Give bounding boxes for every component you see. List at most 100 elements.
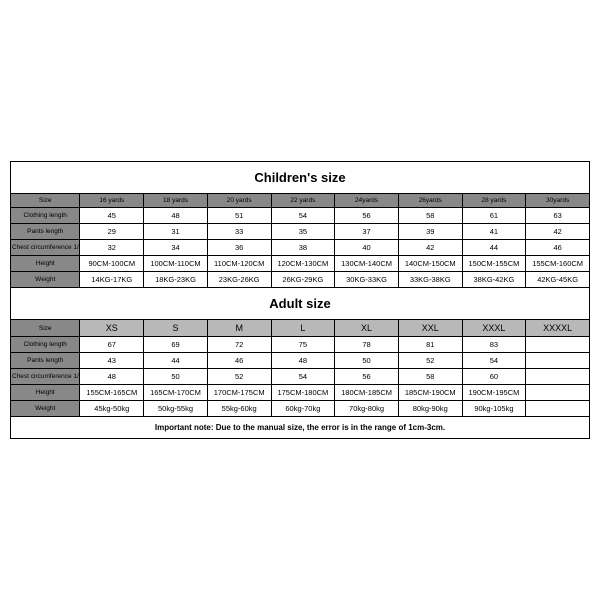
cell: 32 bbox=[80, 240, 144, 256]
cell: 48 bbox=[80, 369, 144, 385]
cell: 180CM-185CM bbox=[335, 385, 399, 401]
row-label: Weight bbox=[11, 272, 80, 288]
table-row: Height 155CM-165CM 165CM-170CM 170CM-175… bbox=[11, 385, 590, 401]
cell: 42KG-45KG bbox=[526, 272, 590, 288]
children-header-row: Size 16 yards 18 yards 20 yards 22 yards… bbox=[11, 194, 590, 208]
cell: 36 bbox=[207, 240, 271, 256]
cell: 23KG-26KG bbox=[207, 272, 271, 288]
col-header: 16 yards bbox=[80, 194, 144, 208]
col-header: 30yards bbox=[526, 194, 590, 208]
cell: 110CM-120CM bbox=[207, 256, 271, 272]
adult-title-row: Adult size bbox=[11, 288, 590, 320]
table-row: Chest circumference 1/2 32 34 36 38 40 4… bbox=[11, 240, 590, 256]
cell: 14KG-17KG bbox=[80, 272, 144, 288]
col-header: 24yards bbox=[335, 194, 399, 208]
row-label: Clothing length bbox=[11, 208, 80, 224]
cell: 80kg-90kg bbox=[398, 401, 462, 417]
table-row: Clothing length 67 69 72 75 78 81 83 bbox=[11, 337, 590, 353]
cell: 150CM-155CM bbox=[462, 256, 526, 272]
cell: 54 bbox=[271, 208, 335, 224]
cell: 45 bbox=[80, 208, 144, 224]
cell: 63 bbox=[526, 208, 590, 224]
cell: 31 bbox=[144, 224, 208, 240]
cell: 38KG-42KG bbox=[462, 272, 526, 288]
cell: 60kg-70kg bbox=[271, 401, 335, 417]
cell: 44 bbox=[144, 353, 208, 369]
cell: 120CM-130CM bbox=[271, 256, 335, 272]
cell: 81 bbox=[398, 337, 462, 353]
size-chart-container: Children's size Size 16 yards 18 yards 2… bbox=[0, 161, 600, 439]
cell: 70kg-80kg bbox=[335, 401, 399, 417]
col-header: M bbox=[207, 320, 271, 337]
children-title-row: Children's size bbox=[11, 162, 590, 194]
cell: 56 bbox=[335, 369, 399, 385]
row-label: Chest circumference 1/2 bbox=[11, 369, 80, 385]
note-text: Important note: Due to the manual size, … bbox=[11, 417, 590, 439]
cell: 30KG-33KG bbox=[335, 272, 399, 288]
cell: 38 bbox=[271, 240, 335, 256]
cell: 56 bbox=[335, 208, 399, 224]
row-label: Chest circumference 1/2 bbox=[11, 240, 80, 256]
cell: 83 bbox=[462, 337, 526, 353]
row-label: Clothing length bbox=[11, 337, 80, 353]
cell: 54 bbox=[271, 369, 335, 385]
cell: 26KG-29KG bbox=[271, 272, 335, 288]
cell bbox=[526, 353, 590, 369]
col-header: XL bbox=[335, 320, 399, 337]
cell: 58 bbox=[398, 208, 462, 224]
table-row: Pants length 29 31 33 35 37 39 41 42 bbox=[11, 224, 590, 240]
cell: 45kg-50kg bbox=[80, 401, 144, 417]
cell: 33KG-38KG bbox=[398, 272, 462, 288]
row-label: Height bbox=[11, 256, 80, 272]
col-header: XXL bbox=[398, 320, 462, 337]
cell: 43 bbox=[80, 353, 144, 369]
children-title: Children's size bbox=[11, 162, 590, 194]
cell: 58 bbox=[398, 369, 462, 385]
cell bbox=[526, 401, 590, 417]
cell: 46 bbox=[526, 240, 590, 256]
cell bbox=[526, 385, 590, 401]
table-row: Weight 45kg-50kg 50kg-55kg 55kg-60kg 60k… bbox=[11, 401, 590, 417]
col-header: XXXL bbox=[462, 320, 526, 337]
cell: 48 bbox=[271, 353, 335, 369]
cell: 52 bbox=[207, 369, 271, 385]
col-header: Size bbox=[11, 320, 80, 337]
cell: 165CM-170CM bbox=[144, 385, 208, 401]
col-header: Size bbox=[11, 194, 80, 208]
adult-header-row: Size XS S M L XL XXL XXXL XXXXL bbox=[11, 320, 590, 337]
cell: 50kg-55kg bbox=[144, 401, 208, 417]
cell: 140CM-150CM bbox=[398, 256, 462, 272]
col-header: 20 yards bbox=[207, 194, 271, 208]
col-header: S bbox=[144, 320, 208, 337]
cell: 41 bbox=[462, 224, 526, 240]
cell: 170CM-175CM bbox=[207, 385, 271, 401]
cell: 44 bbox=[462, 240, 526, 256]
table-row: Clothing length 45 48 51 54 56 58 61 63 bbox=[11, 208, 590, 224]
cell: 46 bbox=[207, 353, 271, 369]
row-label: Pants length bbox=[11, 353, 80, 369]
cell: 155CM-160CM bbox=[526, 256, 590, 272]
table-row: Height 90CM-100CM 100CM-110CM 110CM-120C… bbox=[11, 256, 590, 272]
size-table: Children's size Size 16 yards 18 yards 2… bbox=[10, 161, 590, 439]
table-row: Chest circumference 1/2 48 50 52 54 56 5… bbox=[11, 369, 590, 385]
cell: 175CM-180CM bbox=[271, 385, 335, 401]
cell: 72 bbox=[207, 337, 271, 353]
cell: 37 bbox=[335, 224, 399, 240]
adult-title: Adult size bbox=[11, 288, 590, 320]
col-header: XXXXL bbox=[526, 320, 590, 337]
cell: 185CM-190CM bbox=[398, 385, 462, 401]
col-header: 26yards bbox=[398, 194, 462, 208]
row-label: Height bbox=[11, 385, 80, 401]
cell bbox=[526, 337, 590, 353]
cell: 42 bbox=[526, 224, 590, 240]
row-label: Weight bbox=[11, 401, 80, 417]
cell: 78 bbox=[335, 337, 399, 353]
cell: 90kg-105kg bbox=[462, 401, 526, 417]
cell: 35 bbox=[271, 224, 335, 240]
cell: 51 bbox=[207, 208, 271, 224]
col-header: XS bbox=[80, 320, 144, 337]
cell: 40 bbox=[335, 240, 399, 256]
cell: 75 bbox=[271, 337, 335, 353]
cell: 39 bbox=[398, 224, 462, 240]
cell: 34 bbox=[144, 240, 208, 256]
